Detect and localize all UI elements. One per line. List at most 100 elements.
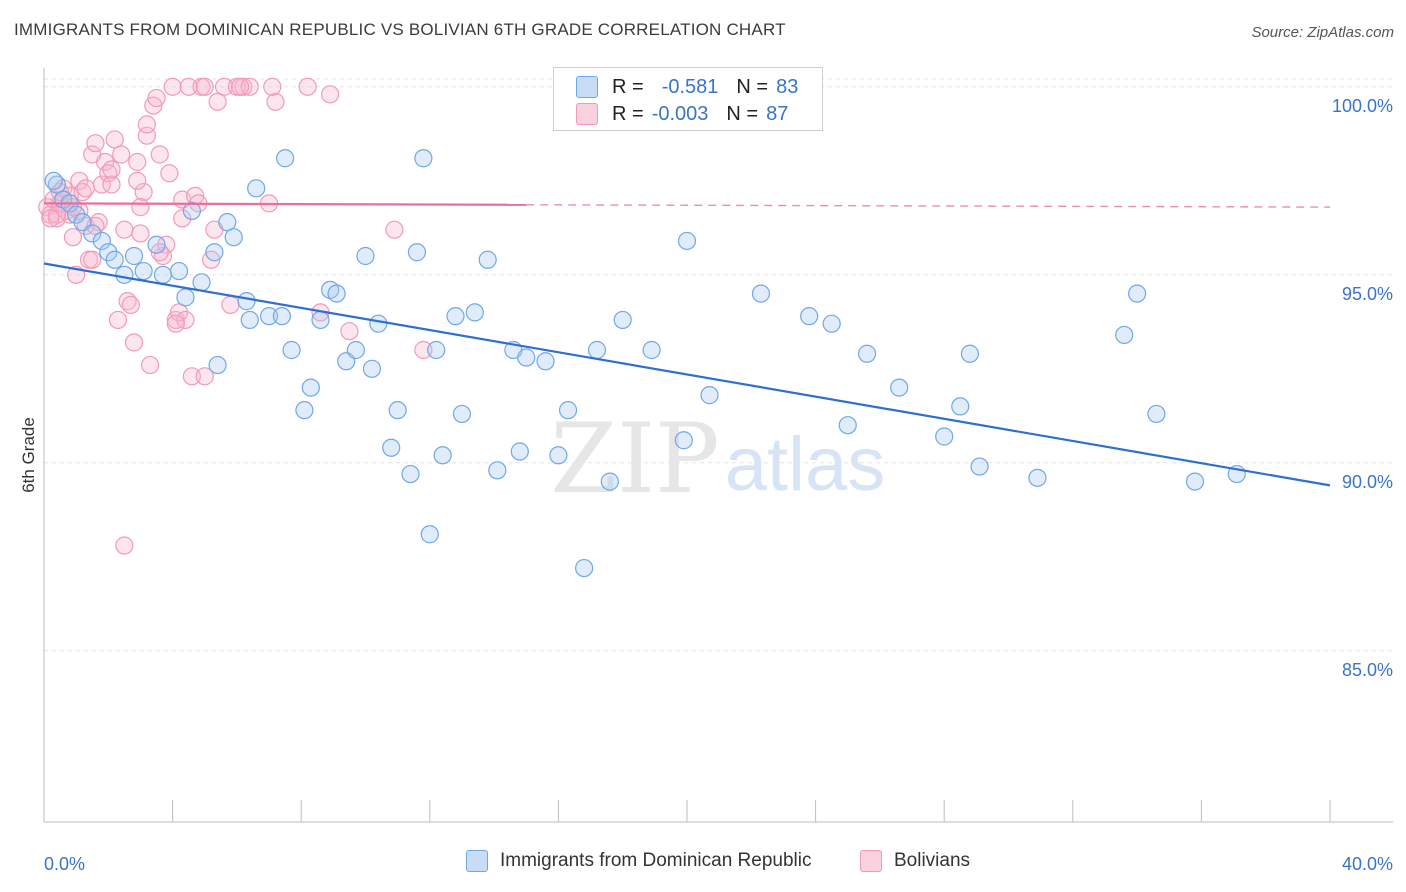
- bolivians-point: [240, 77, 259, 96]
- bolivians-point: [221, 295, 240, 314]
- dominican-trend-line: [43, 262, 1331, 487]
- bottom-legend-dominican: Immigrants from Dominican Republic: [466, 850, 812, 872]
- bolivians-point: [176, 310, 195, 330]
- dominican-point: [83, 224, 102, 243]
- trend-lines: [43, 202, 1331, 487]
- bottom-legend-bolivians: Bolivians: [860, 850, 970, 872]
- dominican-point: [295, 401, 314, 420]
- dominican-point: [822, 314, 841, 333]
- bolivians-point: [102, 175, 121, 194]
- bolivians-point: [131, 224, 150, 243]
- x-tick-label-min: 0.0%: [44, 854, 85, 874]
- bolivians-point: [105, 130, 124, 149]
- legend-row-dominican: R = -0.581 N = 83: [576, 75, 798, 99]
- bolivians-point: [266, 92, 285, 111]
- dominican-point: [115, 265, 134, 284]
- dominican-point: [105, 250, 124, 269]
- bolivians-point: [231, 77, 250, 96]
- dominican-point: [857, 344, 877, 363]
- dominican-point: [356, 246, 375, 266]
- dominican-point: [677, 231, 697, 251]
- bolivians-point: [214, 77, 234, 96]
- y-tick-labels: 85.0% 90.0% 95.0% 100.0%: [1332, 96, 1393, 680]
- dominican-point: [259, 307, 279, 326]
- bolivians-point: [298, 77, 317, 96]
- dominican-point: [176, 288, 195, 307]
- dominican-point: [124, 246, 144, 266]
- bolivians-point: [108, 310, 128, 330]
- legend-swatch-pink: [576, 103, 598, 125]
- dominican-point: [99, 243, 118, 262]
- dominican-point: [327, 284, 346, 303]
- dominican-point: [613, 310, 632, 330]
- dominican-points: [44, 149, 1246, 578]
- bolivians-point: [41, 209, 60, 228]
- bolivians-point: [115, 536, 134, 555]
- y-tick-label: 85.0%: [1342, 660, 1393, 680]
- bolivians-point: [112, 145, 131, 164]
- dominican-point: [549, 446, 568, 465]
- bolivians-point: [86, 134, 105, 153]
- legend-r-value: -0.003: [651, 102, 709, 125]
- bolivians-point: [263, 77, 282, 96]
- legend-row-bolivians: R = -0.003 N = 87: [576, 102, 789, 126]
- dominican-point: [446, 307, 465, 326]
- dominican-point: [642, 340, 661, 360]
- dominican-point: [182, 201, 201, 220]
- dominican-point: [1115, 325, 1134, 345]
- dominican-point: [208, 355, 227, 375]
- dominican-point: [433, 446, 452, 465]
- bottom-legend-swatch-blue: [466, 850, 488, 872]
- dominican-point: [282, 340, 301, 360]
- bolivians-point: [179, 77, 198, 96]
- bolivians-point: [208, 92, 227, 111]
- watermark-zip: ZIP: [550, 403, 719, 515]
- legend-n-value: 87: [766, 102, 789, 125]
- bolivians-point: [76, 179, 95, 198]
- dominican-point: [1127, 284, 1147, 303]
- dominican-point: [427, 340, 446, 360]
- dominican-point: [517, 348, 536, 367]
- dominican-point: [237, 292, 256, 311]
- dominican-point: [960, 344, 980, 363]
- y-tick-label: 100.0%: [1332, 96, 1393, 116]
- dominican-point: [751, 284, 771, 303]
- dominican-point: [205, 243, 224, 262]
- dominican-point: [838, 416, 857, 435]
- bolivians-point: [195, 77, 214, 96]
- bolivians-point: [163, 77, 182, 96]
- dominican-point: [587, 340, 607, 360]
- dominican-point: [218, 213, 237, 232]
- dominican-point: [478, 250, 497, 269]
- bolivians-point: [166, 314, 185, 333]
- bolivians-point: [140, 355, 160, 375]
- dominican-point: [388, 401, 407, 420]
- dominican-point: [153, 265, 173, 284]
- dominican-point: [311, 310, 330, 330]
- dominican-point: [558, 401, 578, 420]
- dominican-point: [674, 431, 693, 450]
- legend-swatch-blue: [576, 76, 598, 98]
- dominican-point: [134, 261, 153, 281]
- dominican-point: [970, 457, 989, 476]
- legend-r-label: R =: [612, 102, 644, 125]
- bolivians-point: [147, 88, 166, 108]
- dominican-point: [240, 310, 259, 330]
- axes: [43, 68, 1393, 823]
- dominican-point: [92, 231, 111, 251]
- dominican-point: [147, 235, 166, 254]
- bolivians-point: [385, 220, 404, 239]
- legend-box: R = -0.581 N = 83 R = -0.003 N = 87: [553, 67, 823, 131]
- dominican-point: [1185, 472, 1205, 491]
- bolivians-point: [128, 171, 147, 190]
- bolivians-trend-line-dashed: [526, 204, 1331, 208]
- dominican-point: [800, 307, 819, 326]
- bolivians-point: [157, 235, 176, 254]
- bottom-legend-label-dominican: Immigrants from Dominican Republic: [500, 850, 812, 871]
- dominican-point: [600, 472, 619, 491]
- dominican-point: [346, 340, 365, 360]
- bolivians-point: [128, 152, 147, 172]
- dominican-point: [465, 303, 484, 322]
- dominican-point: [510, 442, 529, 461]
- grid-lines: [44, 78, 1393, 652]
